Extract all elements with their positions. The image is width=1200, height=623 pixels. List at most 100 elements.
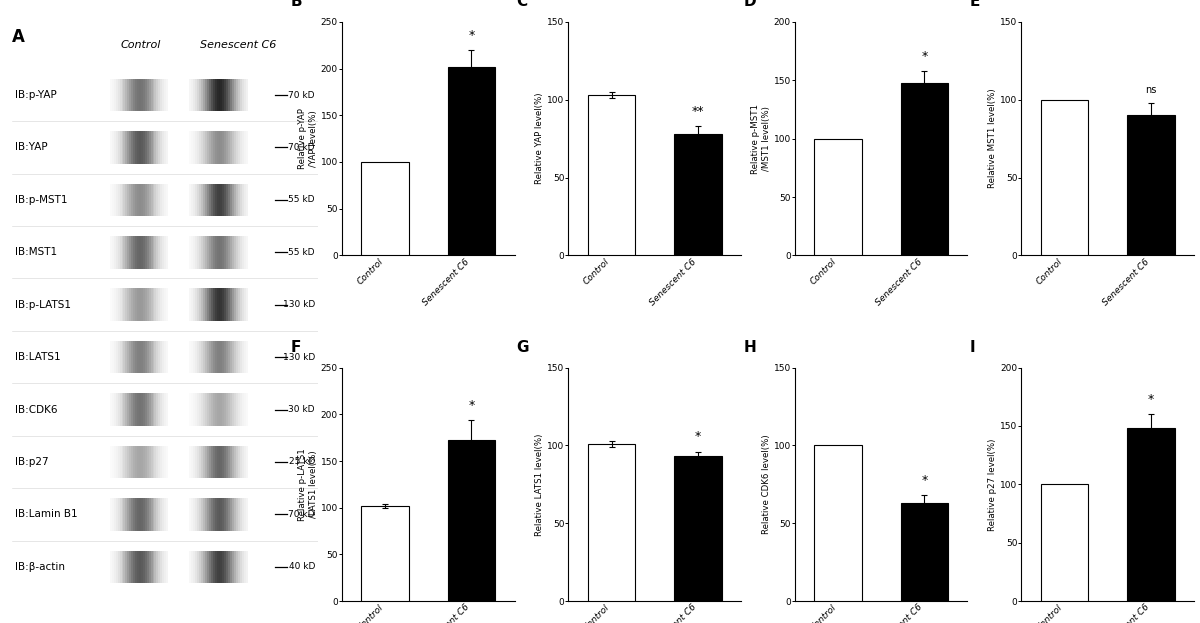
Bar	[127, 288, 130, 321]
Bar	[1127, 429, 1175, 601]
Bar	[205, 551, 206, 583]
Bar	[146, 131, 149, 164]
Bar	[240, 131, 242, 164]
Y-axis label: Relative CDK6 level(%): Relative CDK6 level(%)	[762, 435, 770, 534]
Bar	[230, 498, 232, 531]
Bar	[127, 78, 130, 112]
Bar	[192, 393, 193, 426]
Bar	[232, 78, 234, 112]
Bar	[228, 288, 230, 321]
Bar	[118, 551, 120, 583]
Bar	[234, 393, 236, 426]
Bar	[218, 341, 221, 373]
Bar	[118, 341, 120, 373]
Bar	[121, 288, 124, 321]
Bar	[155, 288, 156, 321]
Bar	[164, 236, 166, 269]
Bar	[110, 341, 112, 373]
Bar	[120, 78, 121, 112]
Bar	[139, 288, 140, 321]
Bar	[196, 78, 197, 112]
Bar	[190, 288, 192, 321]
Bar	[242, 445, 244, 478]
Bar	[196, 498, 197, 531]
Bar	[133, 341, 136, 373]
Bar	[124, 551, 126, 583]
Bar	[143, 288, 145, 321]
Bar	[112, 184, 114, 216]
Bar	[149, 341, 151, 373]
Y-axis label: Relative p-YAP
/YAP level(%): Relative p-YAP /YAP level(%)	[299, 108, 318, 169]
Bar	[222, 498, 224, 531]
Bar	[234, 236, 236, 269]
Bar	[203, 184, 205, 216]
Bar	[242, 131, 244, 164]
Bar	[164, 184, 166, 216]
Bar	[240, 78, 242, 112]
Bar	[242, 288, 244, 321]
Bar	[166, 78, 168, 112]
Bar	[152, 393, 155, 426]
Bar	[227, 551, 228, 583]
Bar	[151, 236, 152, 269]
Bar	[199, 445, 202, 478]
Bar	[211, 393, 212, 426]
Bar	[118, 445, 120, 478]
Bar	[242, 551, 244, 583]
Bar	[164, 288, 166, 321]
Bar	[110, 236, 112, 269]
Bar	[152, 131, 155, 164]
Bar	[232, 288, 234, 321]
Bar	[162, 341, 164, 373]
Y-axis label: Relative LATS1 level(%): Relative LATS1 level(%)	[535, 433, 545, 536]
Bar	[232, 498, 234, 531]
Bar	[130, 184, 131, 216]
Bar	[158, 236, 161, 269]
Bar	[228, 131, 230, 164]
Bar	[127, 393, 130, 426]
Bar	[234, 498, 236, 531]
Bar	[211, 551, 212, 583]
Bar	[152, 236, 155, 269]
Bar	[145, 393, 146, 426]
Bar	[227, 131, 228, 164]
Bar	[232, 393, 234, 426]
Bar	[140, 393, 143, 426]
Text: IB:CDK6: IB:CDK6	[16, 404, 58, 414]
Bar	[202, 131, 203, 164]
Bar	[139, 551, 140, 583]
Bar	[151, 498, 152, 531]
Bar	[197, 341, 199, 373]
Bar	[140, 236, 143, 269]
Bar	[238, 498, 240, 531]
Bar	[221, 393, 222, 426]
Bar	[162, 288, 164, 321]
Text: 40 kD: 40 kD	[288, 563, 314, 571]
Bar	[120, 498, 121, 531]
Bar	[145, 498, 146, 531]
Bar	[215, 498, 217, 531]
Bar	[212, 236, 215, 269]
Text: ns: ns	[1145, 85, 1157, 95]
Bar	[238, 78, 240, 112]
Bar	[131, 341, 133, 373]
Bar	[115, 288, 118, 321]
Bar	[1040, 100, 1088, 255]
Bar	[230, 131, 232, 164]
Bar	[120, 393, 121, 426]
Text: D: D	[743, 0, 756, 9]
Bar	[230, 393, 232, 426]
Bar	[230, 341, 232, 373]
Bar	[161, 341, 162, 373]
Bar	[114, 341, 115, 373]
Bar	[202, 551, 203, 583]
Text: Senescent C6: Senescent C6	[200, 40, 277, 50]
Bar	[230, 184, 232, 216]
Bar	[199, 551, 202, 583]
Bar	[221, 341, 222, 373]
Bar	[133, 184, 136, 216]
Bar	[192, 498, 193, 531]
Bar	[151, 393, 152, 426]
Bar	[124, 236, 126, 269]
Bar	[244, 184, 246, 216]
